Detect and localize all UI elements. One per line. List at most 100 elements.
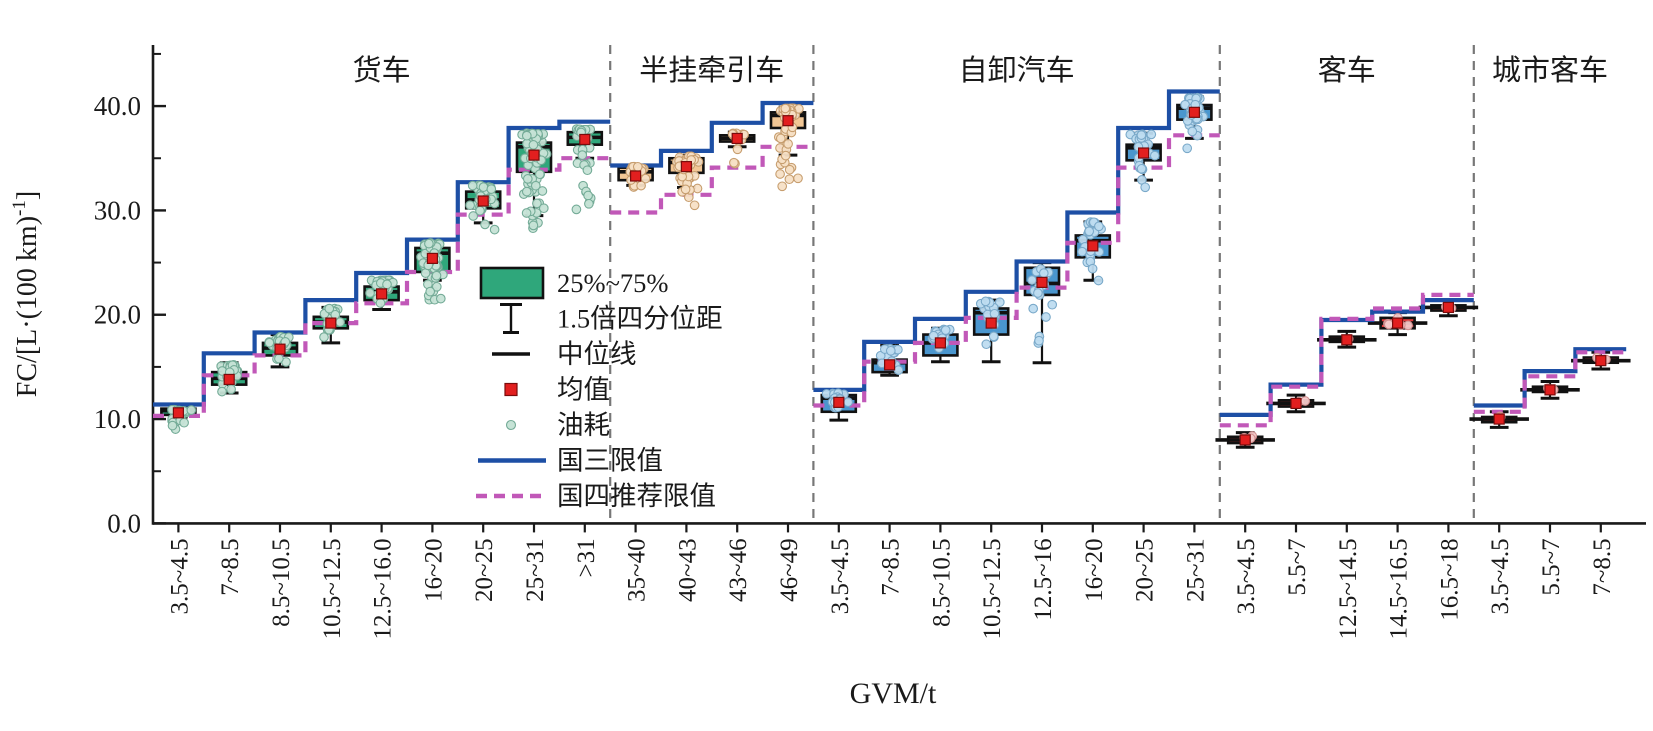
x-tick-label: 35~40 [624, 538, 651, 602]
x-tick-label: 40~43 [674, 538, 701, 602]
dots-dump-trucks-7 [1180, 92, 1208, 154]
gb4-line-coaches [1219, 292, 1474, 428]
x-tick-label: 43~46 [725, 538, 752, 602]
dots-dump-trucks-5 [1077, 217, 1106, 286]
x-tick-label: 20~25 [471, 538, 498, 602]
iqr-box-icon [479, 266, 545, 300]
x-tick-label: 8.5~10.5 [268, 538, 295, 627]
mean-dump-trucks-7 [1188, 106, 1201, 118]
dots-semi-trailer-tractors-1 [671, 151, 704, 211]
mean-semi-trailer-tractors-2 [731, 132, 743, 145]
x-tick-label: 10.5~12.5 [319, 538, 346, 639]
x-tick-label: 3.5~4.5 [1233, 538, 1260, 614]
mean-semi-trailer-tractors-3 [782, 115, 794, 127]
x-tick-label: 10.5~12.5 [979, 538, 1006, 639]
legend-label: 国四推荐限值 [557, 481, 716, 511]
x-tick-label: 3.5~4.5 [166, 538, 193, 614]
legend-label: 油耗 [557, 410, 610, 440]
legend-item-whisker: 1.5倍四分位距 [500, 303, 723, 334]
x-tick-label: 20~25 [1132, 538, 1159, 602]
mean-city-buses-0 [1493, 413, 1505, 425]
gb3-line-trucks [153, 119, 611, 407]
y-tick-label: 10.0 [94, 404, 141, 434]
mean-dump-trucks-2 [934, 337, 947, 349]
fuel-dots [167, 92, 1611, 444]
x-tick-label: 7~8.5 [217, 538, 244, 595]
dots-trucks-7 [517, 128, 552, 234]
x-tick-label: 16~20 [1081, 538, 1108, 602]
x-tick-label: 5.5~7 [1284, 538, 1311, 595]
dots-trucks-6 [465, 180, 500, 235]
y-tick-label: 40.0 [94, 91, 141, 121]
mean-dump-trucks-4 [1036, 276, 1048, 288]
gb3-line-dump-trucks [813, 89, 1220, 392]
x-tick-label: 25~31 [1182, 538, 1209, 602]
mean-trucks-2 [274, 343, 286, 355]
mean-coaches-1 [1290, 397, 1302, 410]
mean-trucks-0 [172, 407, 184, 419]
legend-label: 中位线 [557, 339, 637, 369]
mean-marker-icon [504, 382, 518, 397]
x-tick-label: 3.5~4.5 [1487, 538, 1514, 614]
dots-semi-trailer-tractors-3 [773, 103, 804, 192]
x-tick-label: 12.5~14.5 [1335, 538, 1362, 639]
labels: 0.0 10.0 20.0 30.0 40.0 FC/[L·(100 km)-1] 货车 3.… [9, 54, 1616, 639]
mean-coaches-2 [1341, 334, 1353, 346]
x-tick-label: 12.5~16.0 [370, 538, 397, 639]
x-tick-label: 12.5~16 [1030, 538, 1057, 620]
dots-trucks-5 [416, 238, 448, 305]
mean-semi-trailer-tractors-0 [629, 170, 642, 182]
mean-coaches-4 [1442, 301, 1455, 314]
gb4-line-trucks [153, 156, 611, 418]
gb3-line-city-buses [1473, 347, 1627, 408]
y-tick-label: 20.0 [94, 300, 141, 330]
x-tick-label: >31 [573, 538, 600, 577]
mean-city-buses-2 [1595, 355, 1607, 367]
mean-trucks-7 [528, 149, 540, 161]
legend-label: 国三限值 [557, 446, 663, 476]
x-tick-label: 25~31 [522, 538, 549, 602]
mean-trucks-8 [579, 133, 591, 146]
legend-label: 25%~75% [557, 268, 669, 298]
gb3-line-coaches [1219, 298, 1474, 417]
mean-trucks-3 [325, 317, 337, 329]
legend-item-mean-marker: 均值 [504, 375, 610, 405]
legend-item-iqr-box: 25%~75% [479, 266, 669, 300]
mean-dump-trucks-6 [1137, 147, 1150, 159]
x-tick-label: 16.5~18 [1436, 538, 1463, 620]
dots-trucks-1 [216, 360, 243, 397]
legend-item-gb3-limit: 国三限值 [478, 446, 663, 476]
mean-trucks-5 [426, 252, 438, 265]
legend-item-median-line: 中位线 [492, 339, 637, 369]
mean-coaches-3 [1391, 317, 1404, 329]
y-tick-label: 0.0 [107, 508, 141, 538]
mean-trucks-6 [477, 195, 489, 207]
x-axis-title: GVM/t [850, 677, 937, 710]
mean-dump-trucks-1 [883, 359, 896, 371]
x-tick-label: 16~20 [420, 538, 447, 602]
group-title-city-buses: 城市客车 [1492, 54, 1608, 87]
legend-item-gb4-limit: 国四推荐限值 [476, 481, 716, 511]
gb3-line-semi-trailer-tractors [610, 100, 814, 168]
legend-item-fuel-dot: 油耗 [505, 410, 610, 440]
x-tick-label: 7~8.5 [1589, 538, 1616, 595]
gb4-line-city-buses [1473, 350, 1627, 414]
dots-dump-trucks-6 [1125, 129, 1160, 193]
mean-trucks-1 [223, 373, 235, 386]
mean-trucks-4 [376, 288, 388, 300]
group-title-coaches: 客车 [1318, 54, 1376, 87]
x-tick-label: 14.5~16.5 [1386, 538, 1413, 639]
x-tick-label: 7~8.5 [878, 538, 905, 595]
y-tick-label: 30.0 [94, 195, 141, 225]
legend-label: 1.5倍四分位距 [557, 304, 723, 334]
group-title-semi-trailer-tractors: 半挂牵引车 [639, 54, 784, 87]
mean-dump-trucks-5 [1087, 240, 1099, 252]
legend-label: 均值 [557, 375, 610, 405]
mean-city-buses-1 [1544, 384, 1556, 396]
y-axis-title: FC/[L·(100 km)-1] [9, 191, 43, 397]
mean-markers [172, 106, 1607, 446]
mean-dump-trucks-0 [833, 396, 845, 408]
